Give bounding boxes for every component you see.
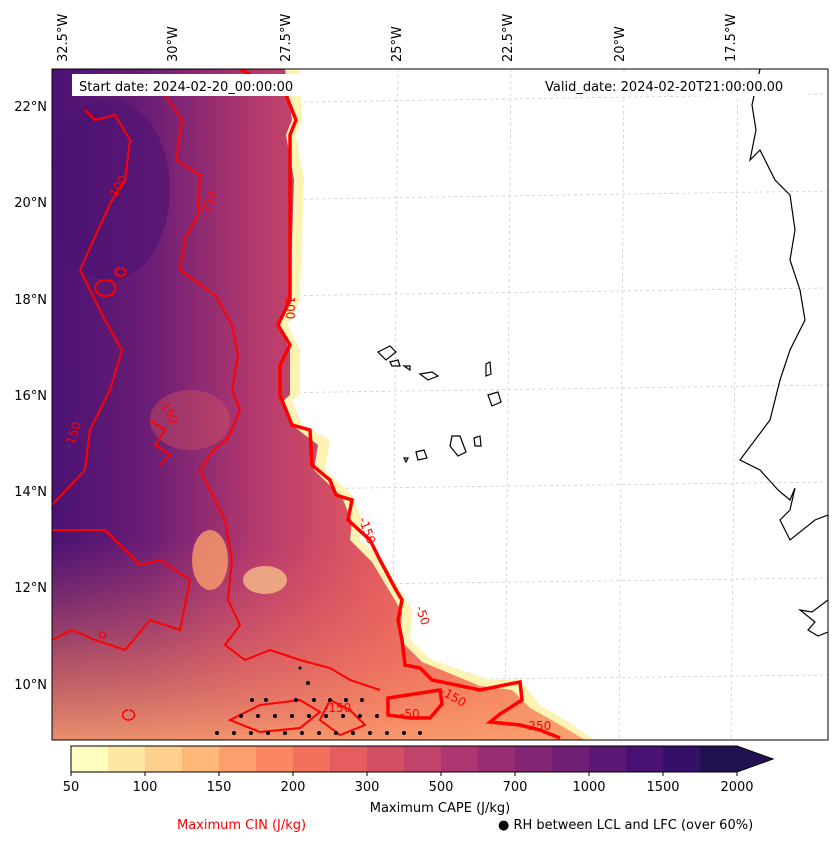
colorbar-segment [367, 746, 405, 772]
coastlines [376, 69, 828, 637]
cin-label: -50 [400, 707, 420, 721]
start-date-label: Start date: 2024-02-20_00:00:00 [79, 80, 293, 95]
lon-label: 20°W [613, 26, 628, 62]
lat-label: 12°N [14, 581, 47, 596]
cape-verde-island [415, 449, 428, 461]
cape-verde-island [403, 457, 409, 464]
colorbar-tick-label: 150 [207, 780, 232, 795]
rh-dots [215, 666, 422, 735]
colorbar-tick-label: 100 [133, 780, 158, 795]
colorbar-segment [626, 746, 664, 772]
colorbar-segment [441, 746, 479, 772]
colorbar-segment [515, 746, 553, 772]
cape-verde-island [473, 435, 482, 447]
colorbar-tick-label: 700 [503, 780, 528, 795]
cin-label: -50 [413, 604, 433, 627]
lat-label: 16°N [14, 389, 47, 404]
valid-date-box [538, 74, 806, 96]
colorbar-tick-label: 200 [281, 780, 306, 795]
colorbar-tick-label: 300 [355, 780, 380, 795]
colorbar-ticks: 50 100 150 200 300 500 700 1000 1500 2000 [63, 772, 754, 795]
map-frame [51, 68, 829, 741]
lat-label: 20°N [14, 196, 47, 211]
colorbar-segment [663, 746, 701, 772]
colorbar-label: Maximum CAPE (J/kg) [369, 801, 511, 816]
rh-legend-label: ● RH between LCL and LFC (over 60%) [498, 818, 754, 833]
colorbar-tick-label: 1000 [572, 780, 605, 795]
africa-coastline [739, 69, 828, 637]
cape-verde-island [449, 435, 467, 457]
colorbar-segment [700, 746, 738, 772]
cape-verde-island [487, 391, 502, 407]
colorbar-segment [478, 746, 516, 772]
colorbar-segment [182, 746, 220, 772]
lon-label: 32.5°W [56, 14, 71, 62]
colorbar-segment [219, 746, 257, 772]
cape-verde-island [402, 365, 411, 372]
colorbar-segment [589, 746, 627, 772]
cape-verde-island [485, 361, 492, 377]
cin-label: -100 [283, 292, 297, 319]
cape-verde-island [389, 359, 401, 367]
lon-label: 22.5°W [501, 14, 516, 62]
lon-label: 30°W [166, 26, 181, 62]
colorbar-segment [145, 746, 183, 772]
colorbar-outline [70, 745, 775, 773]
lat-label: 14°N [14, 485, 47, 500]
colorbar-extend-arrow [737, 746, 773, 772]
colorbar-segment [404, 746, 442, 772]
longitude-labels: 32.5°W 30°W 27.5°W 25°W 22.5°W 20°W 17.5… [56, 14, 739, 62]
lat-label: 10°N [14, 678, 47, 693]
cape-verde-island [418, 371, 440, 381]
lat-label: 18°N [14, 293, 47, 308]
colorbar-segment [256, 746, 294, 772]
colorbar-segment [108, 746, 146, 772]
colorbar [70, 745, 775, 773]
lon-label: 27.5°W [279, 14, 294, 62]
cin-label: -150 [324, 701, 351, 715]
colorbar-tick-label: 50 [63, 780, 80, 795]
cin-contours [52, 69, 561, 740]
cin-label: -250 [524, 719, 551, 733]
colorbar-tick-label: 500 [429, 780, 454, 795]
cape-verde-island [376, 345, 397, 361]
cin-legend-label: Maximum CIN (J/kg) [177, 818, 307, 833]
colorbar-segment [71, 746, 109, 772]
colorbar-tick-label: 2000 [720, 780, 753, 795]
colorbar-segment [293, 746, 331, 772]
lat-label: 22°N [14, 100, 47, 115]
map-content: -100 -250 -100 -150 -150 -150 -50 -150 -… [52, 69, 828, 740]
colorbar-tick-label: 1500 [646, 780, 679, 795]
latitude-labels: 22°N 20°N 18°N 16°N 14°N 12°N 10°N [14, 100, 47, 693]
lon-label: 17.5°W [724, 14, 739, 62]
valid-date-label: Valid_date: 2024-02-20T21:00:00.00 [545, 80, 783, 95]
colorbar-segment [552, 746, 590, 772]
start-date-box [72, 74, 312, 96]
colorbar-segment [330, 746, 368, 772]
lon-label: 25°W [390, 26, 405, 62]
